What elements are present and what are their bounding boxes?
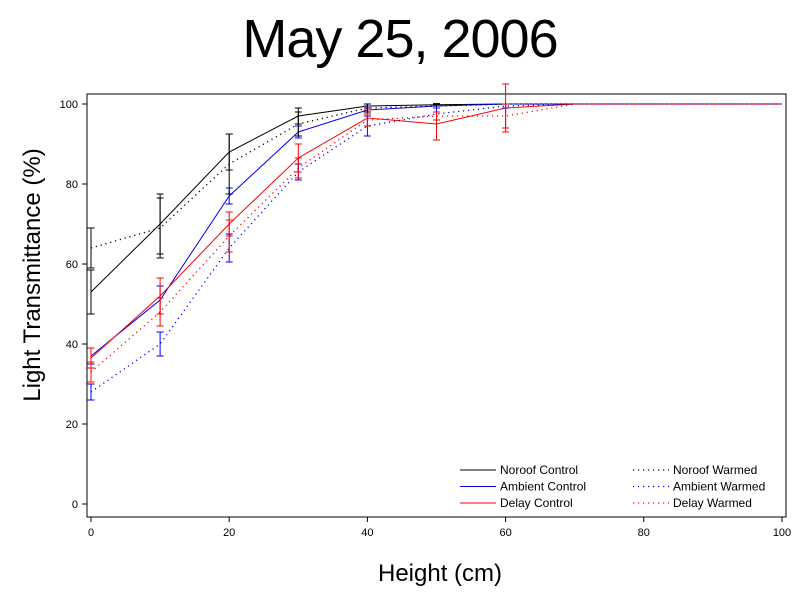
- x-tick-label: 80: [638, 527, 650, 539]
- y-tick-label: 100: [60, 99, 78, 111]
- series-line-ambient-control: [90, 103, 782, 357]
- series-line-delay-warmed: [90, 103, 782, 373]
- legend-entry: Noroof Warmed: [673, 463, 757, 477]
- x-tick-label: 40: [361, 527, 373, 539]
- series-line-delay-control: [90, 103, 782, 359]
- chart-title: May 25, 2006: [242, 9, 558, 69]
- x-tick-label: 20: [223, 527, 235, 539]
- y-tick-label: 80: [66, 179, 78, 191]
- x-tick-label: 100: [773, 527, 791, 539]
- legend-entry: Noroof Control: [500, 463, 578, 477]
- x-tick-label: 60: [499, 527, 511, 539]
- legend-entry: Delay Warmed: [673, 496, 752, 510]
- x-tick-label: 0: [88, 527, 94, 539]
- legend-entry: Ambient Warmed: [673, 480, 765, 494]
- legend-entry: Ambient Control: [500, 480, 586, 494]
- y-tick-label: 0: [72, 499, 78, 511]
- y-tick-label: 40: [66, 339, 78, 351]
- y-tick-label: 20: [66, 419, 78, 431]
- y-tick-label: 60: [66, 259, 78, 271]
- plot-frame: [86, 93, 787, 518]
- legend-entry: Delay Control: [500, 496, 573, 510]
- x-axis-label: Height (cm): [377, 560, 503, 587]
